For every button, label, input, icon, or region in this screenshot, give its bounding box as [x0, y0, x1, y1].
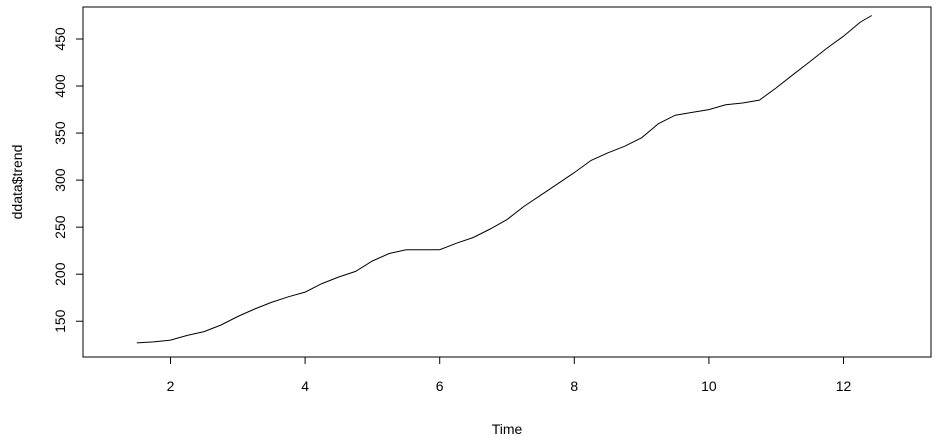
x-axis: 2 4 6 8 10 12 [167, 357, 852, 394]
plot-frame [82, 6, 932, 358]
plot-frame-group [82, 6, 932, 358]
trend-series-line [136, 15, 873, 344]
x-tick-label: 10 [701, 378, 717, 394]
x-axis-title: Time [492, 421, 523, 437]
y-tick-label: 250 [52, 215, 68, 239]
x-tick-label: 8 [570, 378, 578, 394]
x-tick-label: 2 [167, 378, 175, 394]
x-tick-label: 4 [301, 378, 309, 394]
x-tick-label: 6 [436, 378, 444, 394]
y-tick-label: 150 [52, 309, 68, 333]
y-tick-label: 350 [52, 121, 68, 145]
y-tick-label: 200 [52, 262, 68, 286]
x-tick-label: 12 [836, 378, 852, 394]
y-axis: 150 200 250 300 350 400 450 [52, 27, 83, 333]
y-tick-label: 400 [52, 74, 68, 98]
y-tick-label: 450 [52, 27, 68, 51]
y-axis-title: ddata$trend [9, 145, 25, 220]
y-tick-label: 300 [52, 168, 68, 192]
